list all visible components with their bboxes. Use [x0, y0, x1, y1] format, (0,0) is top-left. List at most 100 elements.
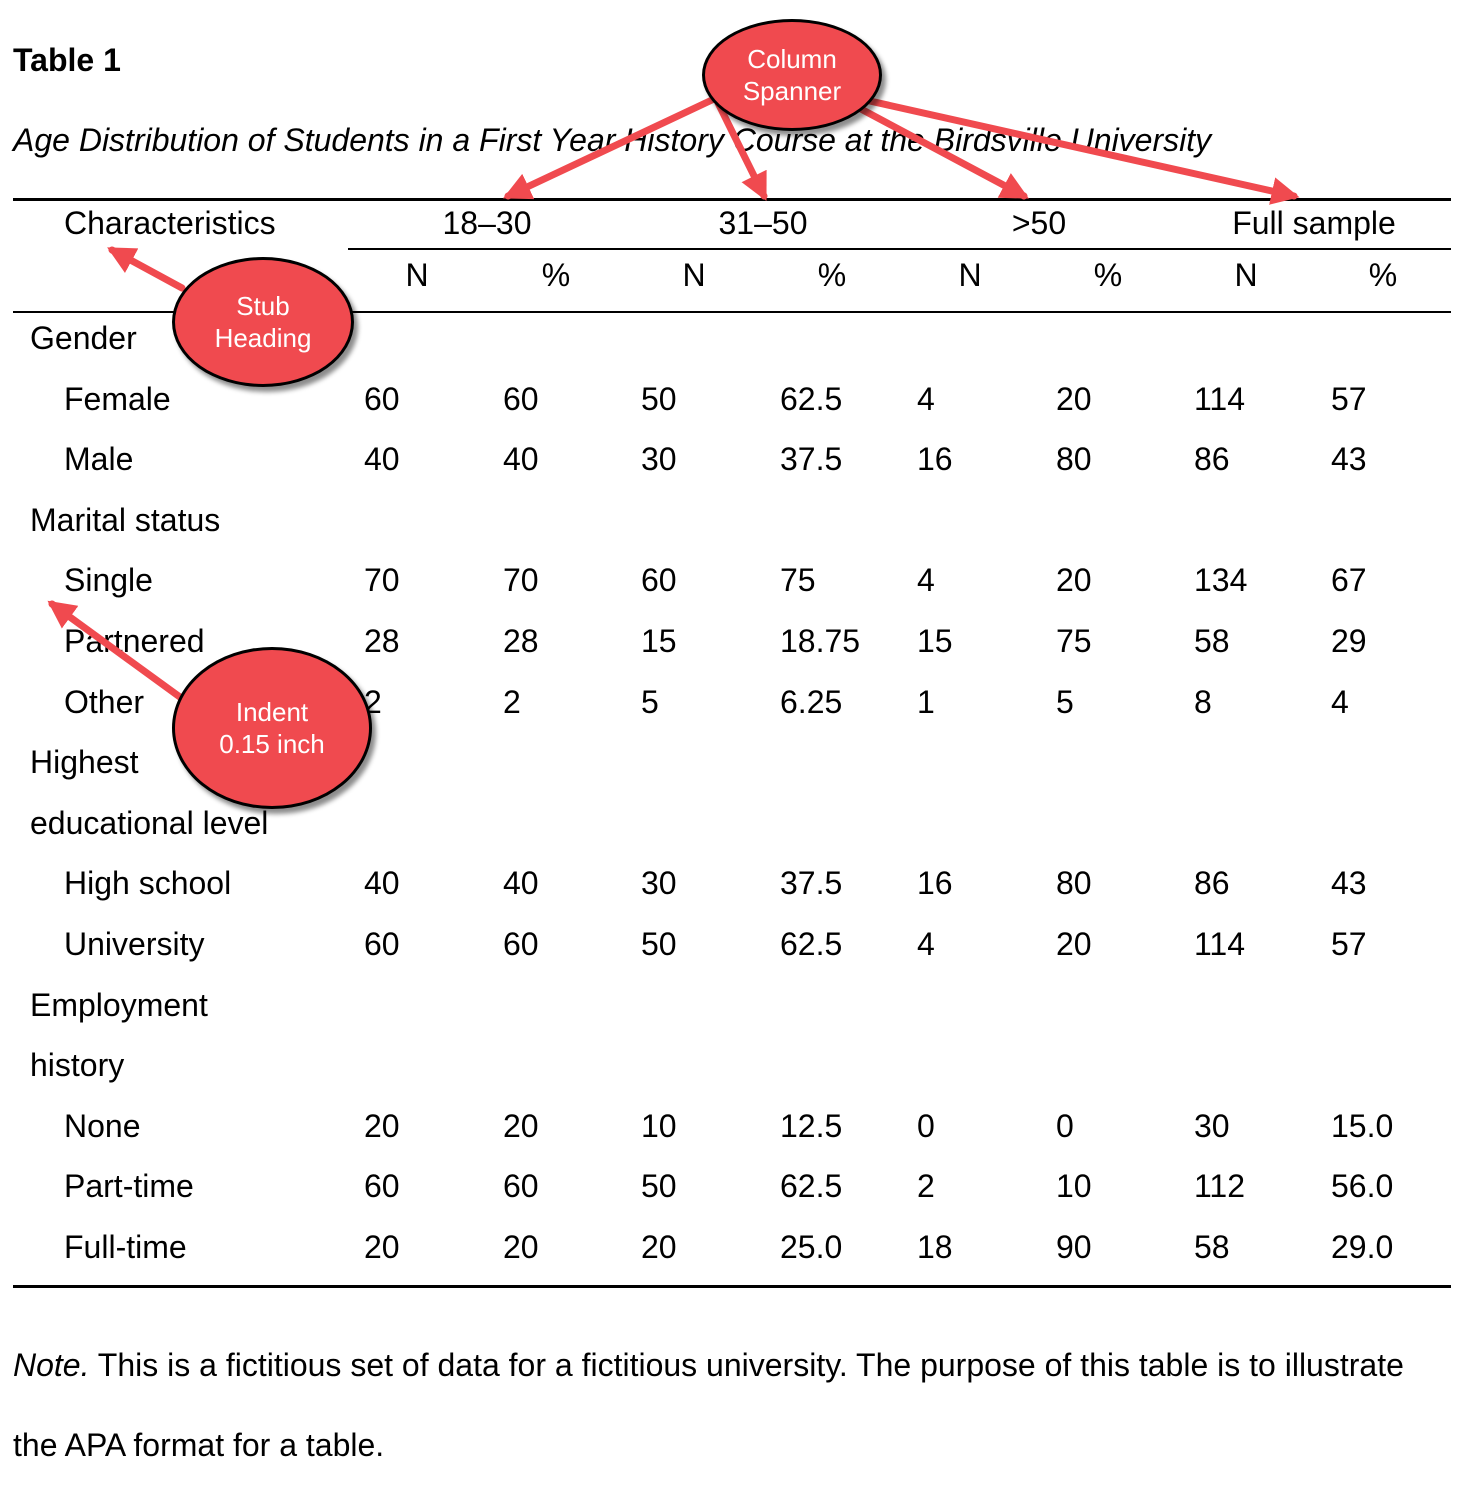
table-cell: 5	[641, 683, 659, 720]
table-cell: 60	[641, 562, 677, 599]
table-cell: 4	[917, 926, 935, 962]
callout-stub-heading-line1: Stub	[236, 291, 290, 321]
spanner-full-sample: Full sample	[1232, 205, 1396, 241]
table-cell: 20	[364, 1107, 400, 1144]
table-cell: 12.5	[780, 1107, 843, 1144]
subhead-n-3: N	[958, 257, 982, 293]
table-cell: 58	[1194, 1229, 1230, 1265]
table-cell: 30	[641, 441, 677, 478]
table-cell: 50	[641, 926, 677, 962]
arrow-to-stub-heading	[107, 246, 186, 292]
row-item-label: High school	[64, 865, 232, 902]
table-cell: 40	[503, 865, 539, 902]
rule-top	[13, 198, 1451, 201]
table-cell: 37.5	[780, 865, 843, 902]
callout-column-spanner: Column Spanner	[702, 19, 882, 131]
subhead-pct-4: %	[1368, 257, 1398, 293]
table-cell: 80	[1056, 441, 1092, 478]
table-cell: 134	[1194, 562, 1248, 599]
row-item-label: University	[64, 926, 205, 962]
stub-heading: Characteristics	[64, 205, 276, 241]
row-item-label: Single	[64, 562, 153, 599]
callout-stub-heading-line2: Heading	[214, 323, 312, 353]
table-row: Employment	[0, 975, 1466, 1035]
table-cell: 29	[1331, 623, 1367, 659]
table-cell: 70	[364, 562, 400, 599]
table-cell: 18	[917, 1229, 953, 1265]
subhead-n-1: N	[405, 257, 429, 293]
callout-indent: Indent 0.15 inch	[172, 647, 372, 809]
spanner-31-50: 31–50	[718, 205, 808, 241]
table-cell: 60	[503, 1168, 539, 1205]
table-cell: 28	[364, 623, 400, 659]
row-category-label: Employment	[30, 986, 208, 1023]
table-row: University 60 60 50 62.5 4 20 114 57	[0, 914, 1466, 974]
subhead-pct-2: %	[817, 257, 847, 293]
row-item-label: Male	[64, 441, 134, 478]
table-cell: 75	[1056, 623, 1092, 659]
table-cell: 57	[1331, 380, 1367, 417]
table-cell: 1	[917, 683, 935, 720]
rule-head	[13, 311, 1451, 313]
table-row: Gender	[0, 308, 1466, 368]
table-cell: 25.0	[780, 1229, 843, 1265]
table-row: None 20 20 10 12.5 0 0 30 15.0	[0, 1096, 1466, 1156]
table-cell: 20	[503, 1107, 539, 1144]
table-cell: 16	[917, 865, 953, 902]
table-cell: 62.5	[780, 380, 843, 417]
table-cell: 50	[641, 1168, 677, 1205]
row-item-label: None	[64, 1107, 141, 1144]
table-cell: 20	[1056, 562, 1092, 599]
table-cell: 20	[1056, 380, 1092, 417]
spanner-18-30: 18–30	[442, 205, 532, 241]
table-cell: 2	[503, 683, 521, 720]
table-cell: 16	[917, 441, 953, 478]
table-row: Highest	[0, 732, 1466, 792]
table-cell: 40	[364, 865, 400, 902]
table-row: educational level	[0, 793, 1466, 853]
note-label: Note.	[13, 1347, 90, 1383]
row-item-label: Other	[64, 683, 145, 720]
rule-bottom	[13, 1285, 1451, 1288]
row-category-label: Marital status	[30, 501, 221, 538]
table-cell: 15	[641, 623, 677, 659]
callout-indent-line1: Indent	[235, 697, 309, 727]
table-cell: 4	[917, 562, 935, 599]
table-row: history	[0, 1035, 1466, 1095]
row-category-label: Gender	[30, 320, 137, 356]
table-cell: 40	[503, 441, 539, 478]
row-category-label: educational level	[30, 804, 269, 841]
callout-stub-heading: Stub Heading	[172, 257, 354, 387]
row-category-label: history	[30, 1047, 125, 1084]
table-cell: 114	[1194, 380, 1246, 417]
table-row: High school 40 40 30 37.5 16 80 86 43	[0, 853, 1466, 913]
table-cell: 43	[1331, 865, 1367, 902]
row-item-label: Full-time	[64, 1229, 187, 1265]
table-cell: 86	[1194, 865, 1230, 902]
table-cell: 60	[364, 926, 400, 962]
table-row: Single 70 70 60 75 4 20 134 67	[0, 550, 1466, 610]
table-cell: 6.25	[780, 683, 843, 720]
table-cell: 90	[1056, 1229, 1092, 1265]
rule-spanner	[348, 248, 1451, 250]
table-row: Female 60 60 50 62.5 4 20 114 57	[0, 369, 1466, 429]
table-cell: 20	[503, 1229, 539, 1265]
row-category-label: Highest	[30, 744, 139, 781]
table-title: Age Distribution of Students in a First …	[13, 122, 1212, 158]
table-cell: 70	[503, 562, 539, 599]
table-cell: 4	[1331, 683, 1349, 720]
table-cell: 30	[1194, 1107, 1230, 1144]
table-cell: 60	[364, 380, 400, 417]
table-cell: 40	[364, 441, 400, 478]
table-cell: 30	[641, 865, 677, 902]
row-item-label: Part-time	[64, 1168, 194, 1205]
table-cell: 10	[1056, 1168, 1092, 1205]
table-cell: 15.0	[1331, 1107, 1394, 1144]
table-cell: 28	[503, 623, 539, 659]
table-cell: 20	[641, 1229, 677, 1265]
table-cell: 20	[364, 1229, 400, 1265]
table-cell: 5	[1056, 683, 1074, 720]
table-cell: 112	[1194, 1168, 1246, 1205]
table-cell: 4	[917, 380, 935, 417]
table-label: Table 1	[13, 42, 121, 78]
